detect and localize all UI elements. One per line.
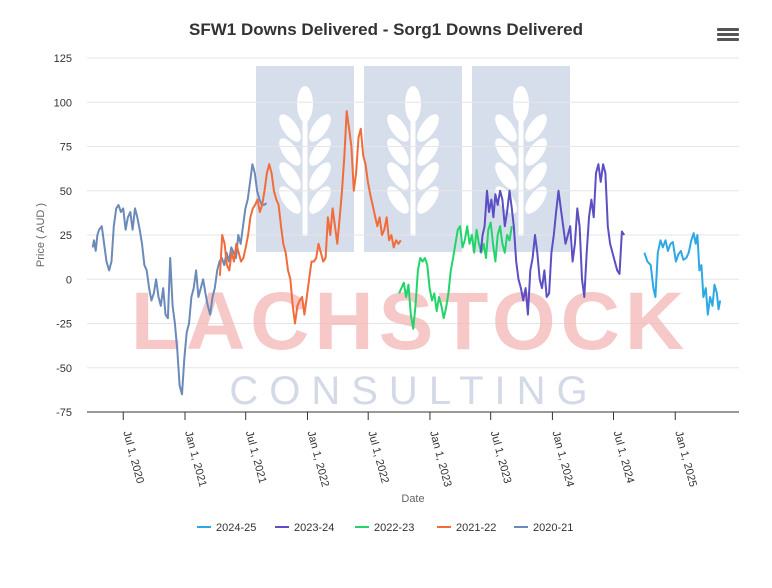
y-tick-label: -50 — [56, 363, 72, 375]
series-lines — [91, 110, 722, 396]
wheat-icon — [279, 86, 331, 236]
y-tick-label: 50 — [60, 186, 72, 198]
x-tick-label: Jan 1, 2024 — [550, 430, 576, 489]
wheat-grain — [309, 114, 331, 142]
legend-item: 2020-21 — [533, 522, 573, 534]
wheat-icon — [495, 86, 547, 236]
wheat-grain — [279, 162, 301, 190]
y-tick-label: -75 — [56, 407, 72, 419]
y-axis-label: Price ( AUD ) — [35, 203, 47, 267]
chart-title: SFW1 Downs Delivered - Sorg1 Downs Deliv… — [189, 20, 583, 39]
y-tick-label: 100 — [54, 97, 72, 109]
wheat-grain — [417, 186, 439, 214]
wheat-grain — [495, 138, 517, 166]
x-tick-label: Jan 1, 2021 — [182, 430, 208, 489]
wheat-grain — [405, 86, 421, 122]
wheat-grain — [279, 186, 301, 214]
wheat-grain — [417, 138, 439, 166]
x-tick-label: Jan 1, 2022 — [305, 430, 331, 489]
wheat-grain — [525, 114, 547, 142]
wheat-icon — [387, 86, 439, 236]
wheat-grain — [525, 138, 547, 166]
wheat-grain — [387, 138, 409, 166]
x-tick-label: Jul 1, 2024 — [611, 430, 637, 485]
wheat-grain — [279, 138, 301, 166]
wheat-grain — [417, 114, 439, 142]
hamburger-menu-icon[interactable] — [717, 28, 739, 46]
x-tick-label: Jul 1, 2022 — [365, 430, 391, 485]
legend-item: 2021-22 — [456, 522, 496, 534]
series-line-2021-22 — [218, 110, 402, 325]
wheat-grain — [279, 114, 301, 142]
wheat-grain — [417, 162, 439, 190]
watermark-logo — [256, 66, 570, 252]
wheat-grain — [525, 186, 547, 214]
wheat-grain — [309, 138, 331, 166]
legend-item: 2024-25 — [216, 522, 256, 534]
wheat-grain — [525, 162, 547, 190]
x-tick-label: Jul 1, 2023 — [488, 430, 514, 485]
y-tick-label: 0 — [66, 274, 72, 286]
x-tick-label: Jan 1, 2023 — [427, 430, 453, 489]
wheat-grain — [309, 186, 331, 214]
grid-lines — [87, 57, 739, 369]
x-axis: Jul 1, 2020 Jan 1, 2021 Jul 1, 2021 Jan 1, … — [87, 411, 739, 489]
x-tick-label: Jan 1, 2025 — [672, 430, 698, 489]
wheat-grain — [297, 86, 313, 122]
watermark-tagline: CONSULTING — [229, 369, 598, 413]
y-tick-label: 25 — [60, 230, 72, 242]
legend-item: 2023-24 — [294, 522, 334, 534]
x-tick-label: Jul 1, 2021 — [243, 430, 269, 485]
wheat-grain — [495, 114, 517, 142]
series-line-2023-24 — [479, 163, 626, 316]
legend-item: 2022-23 — [374, 522, 414, 534]
series-line-2024-25 — [643, 232, 722, 316]
x-axis-label: Date — [401, 493, 424, 505]
wheat-grain — [495, 162, 517, 190]
wheat-grain — [513, 86, 529, 122]
series-line-2022-23 — [398, 221, 513, 330]
y-tick-label: 125 — [54, 53, 72, 65]
y-tick-label: -25 — [56, 319, 72, 331]
wheat-grain — [387, 186, 409, 214]
y-axis: 125 100 75 50 25 0 -25 -50 -75 — [54, 53, 72, 419]
wheat-grain — [387, 114, 409, 142]
legend: 2024-25 2023-24 2022-23 2021-22 2020-21 — [197, 522, 573, 534]
y-tick-label: 75 — [60, 142, 72, 154]
wheat-grain — [387, 162, 409, 190]
x-tick-label: Jul 1, 2020 — [120, 430, 146, 485]
wheat-grain — [309, 162, 331, 190]
